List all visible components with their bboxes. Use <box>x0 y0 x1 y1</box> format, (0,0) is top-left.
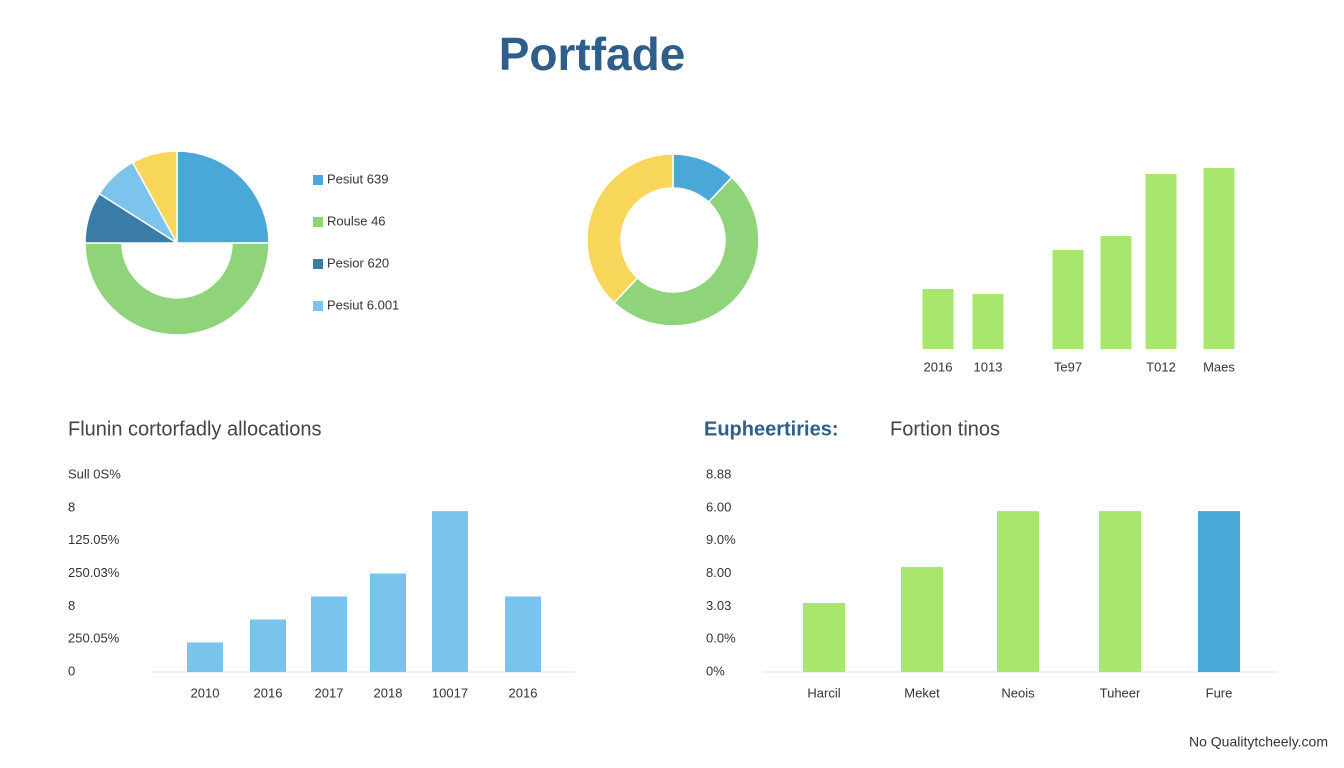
x-tick-label: Fure <box>1206 685 1233 700</box>
bar <box>311 596 347 672</box>
bar <box>432 511 468 672</box>
legend-swatch <box>313 259 323 269</box>
bar <box>922 289 954 349</box>
x-tick-label: 1013 <box>974 359 1003 374</box>
right-subheading: Fortion tinos <box>890 418 1000 440</box>
legend-swatch <box>313 217 323 227</box>
slice <box>586 153 674 304</box>
y-tick-label: 0 <box>68 663 75 678</box>
bar <box>1052 250 1084 349</box>
bar <box>972 294 1004 349</box>
legend-label: Pesior 620 <box>327 255 389 270</box>
y-tick-label: 8.88 <box>706 466 731 481</box>
bar <box>997 511 1039 672</box>
y-tick-label: 250.03% <box>68 565 120 580</box>
bar <box>250 619 286 672</box>
y-tick-label: 125.05% <box>68 532 120 547</box>
y-tick-label: 3.03 <box>706 598 731 613</box>
x-tick-label: Neois <box>1001 685 1035 700</box>
bar <box>370 573 406 672</box>
bar <box>901 566 943 672</box>
bar <box>505 596 541 672</box>
x-tick-label: Meket <box>904 685 940 700</box>
y-tick-label: 0.0% <box>706 631 736 646</box>
right-heading: Eupheertiries: <box>704 418 838 440</box>
slice <box>613 176 760 327</box>
x-tick-label: 2016 <box>924 359 953 374</box>
y-tick-label: 8.00 <box>706 565 731 580</box>
legend-label: Roulse 46 <box>327 213 386 228</box>
bar <box>1099 511 1141 672</box>
x-tick-label: 2016 <box>254 685 283 700</box>
y-tick-label: 8 <box>68 499 75 514</box>
legend-label: Pesiut 6.001 <box>327 297 399 312</box>
title: Portfade <box>499 28 686 80</box>
legend-swatch <box>313 175 323 185</box>
slice <box>84 242 270 336</box>
y-tick-label: 6.00 <box>706 499 731 514</box>
slice <box>176 150 270 244</box>
footer: No Qualitytcheely.com <box>1189 734 1328 750</box>
bar <box>1198 511 1240 672</box>
y-tick-label: 0% <box>706 663 725 678</box>
legend-label: Pesiut 639 <box>327 171 388 186</box>
y-tick-label: 8 <box>68 598 75 613</box>
x-tick-label: Maes <box>1203 359 1235 374</box>
legend-swatch <box>313 301 323 311</box>
x-tick-label: 2016 <box>509 685 538 700</box>
x-tick-label: Te97 <box>1054 359 1082 374</box>
slice <box>131 150 178 244</box>
y-tick-label: 9.0% <box>706 532 736 547</box>
left-heading: Flunin cortorfadly allocations <box>68 418 321 440</box>
bar <box>1100 236 1132 349</box>
bar <box>1203 168 1235 349</box>
bar <box>803 603 845 672</box>
x-tick-label: 2017 <box>315 685 344 700</box>
x-tick-label: 10017 <box>432 685 468 700</box>
y-tick-label: 250.05% <box>68 631 120 646</box>
y-tick-label: Sull 0S% <box>68 466 121 481</box>
x-tick-label: Harcil <box>807 685 840 700</box>
x-tick-label: 2010 <box>191 685 220 700</box>
bar <box>1145 174 1177 349</box>
bar <box>187 642 223 672</box>
x-tick-label: Tuheer <box>1100 685 1141 700</box>
x-tick-label: T012 <box>1146 359 1176 374</box>
x-tick-label: 2018 <box>374 685 403 700</box>
